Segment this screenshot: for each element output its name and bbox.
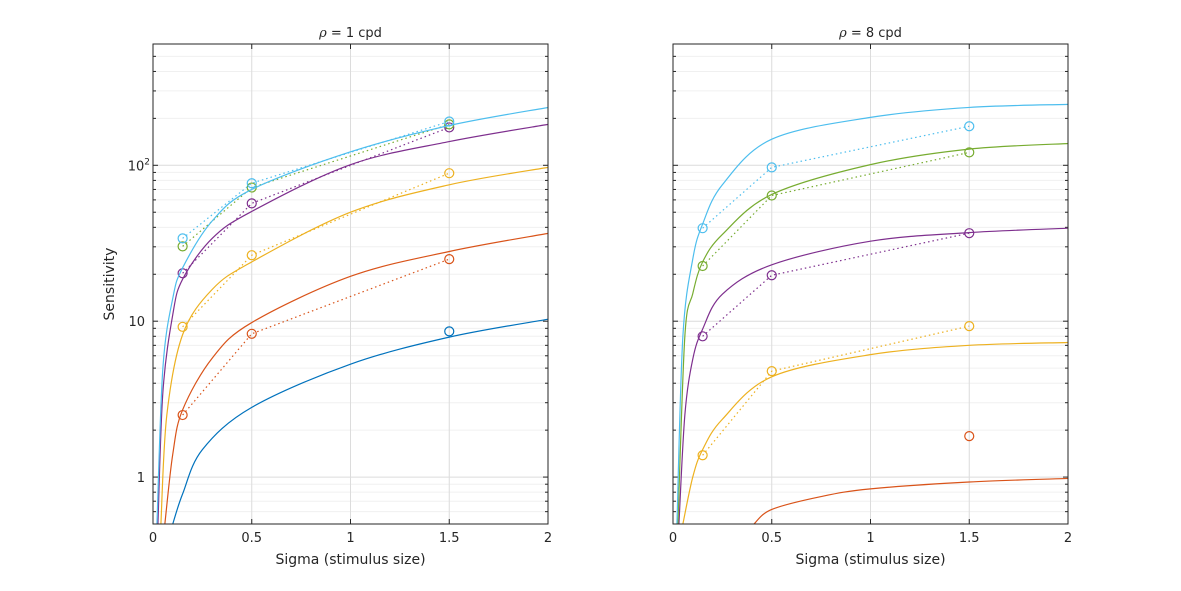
x-axis-label: Sigma (stimulus size) bbox=[795, 552, 945, 568]
fit-curve-yellow bbox=[682, 341, 1068, 524]
x-tick-label: 1 bbox=[866, 531, 874, 546]
data-point-green bbox=[964, 147, 975, 158]
data-point-cyan bbox=[246, 178, 257, 189]
data-point-green bbox=[766, 190, 777, 201]
fit-curve-blue bbox=[172, 318, 548, 524]
axes-box bbox=[152, 43, 549, 525]
data-line-yellow bbox=[182, 172, 450, 328]
title-text: = 8 cpd bbox=[847, 26, 902, 41]
data-point-purple bbox=[766, 270, 777, 281]
y-tick-base: 10 bbox=[128, 315, 145, 330]
y-axis-label: Sensitivity bbox=[102, 248, 118, 321]
title-symbol: ρ bbox=[318, 26, 327, 41]
y-tick-label: 10 bbox=[128, 315, 145, 330]
data-point-yellow bbox=[964, 321, 975, 332]
subplot-2: 0 0.5 1 1.5 2 ρ = 8 cpd Sigma (stimulus size) bbox=[669, 26, 1072, 568]
data-point-blue bbox=[444, 326, 455, 337]
x-tick-label: 2 bbox=[1064, 531, 1072, 546]
data-point-cyan bbox=[177, 233, 188, 244]
fit-curve-purple bbox=[157, 123, 548, 524]
data-point-yellow bbox=[697, 450, 708, 461]
fit-curve-red bbox=[164, 232, 548, 524]
data-point-cyan bbox=[766, 162, 777, 173]
data-point-yellow bbox=[177, 321, 188, 332]
data-point-green bbox=[177, 241, 188, 252]
x-tick-label: 0 bbox=[669, 531, 677, 546]
y-tick-label: 1 bbox=[137, 471, 145, 486]
data-line-green bbox=[702, 151, 970, 267]
x-tick-label: 0.5 bbox=[761, 531, 782, 546]
y-tick-label: 102 bbox=[128, 157, 150, 174]
x-tick-label: 1 bbox=[346, 531, 354, 546]
title-symbol: ρ bbox=[838, 26, 847, 41]
plot-area bbox=[156, 106, 548, 524]
data-point-cyan bbox=[964, 121, 975, 132]
x-tick-label: 1.5 bbox=[959, 531, 980, 546]
data-point-red bbox=[964, 431, 975, 442]
data-point-cyan bbox=[444, 116, 455, 127]
chart-title: ρ = 1 cpd bbox=[318, 26, 382, 41]
data-line-purple bbox=[182, 126, 450, 274]
x-tick-label: 2 bbox=[544, 531, 552, 546]
fit-curve-yellow bbox=[160, 166, 548, 524]
data-point-yellow bbox=[444, 168, 455, 179]
x-tick-label: 0.5 bbox=[241, 531, 262, 546]
data-point-red bbox=[177, 409, 188, 421]
data-point-yellow bbox=[766, 366, 777, 377]
data-point-purple bbox=[697, 331, 708, 342]
data-point-yellow bbox=[246, 250, 257, 261]
x-tick-label: 0 bbox=[149, 531, 157, 546]
plot-area bbox=[676, 103, 1068, 524]
fit-curve-cyan bbox=[676, 103, 1068, 524]
fit-curve-purple bbox=[678, 227, 1068, 524]
axes-box bbox=[672, 43, 1069, 525]
chart-title: ρ = 8 cpd bbox=[838, 26, 902, 41]
data-point-purple bbox=[444, 122, 455, 133]
fit-curve-green bbox=[677, 142, 1068, 524]
data-line-red bbox=[182, 258, 450, 416]
data-point-red bbox=[246, 328, 257, 339]
y-tick-exponent: 2 bbox=[144, 157, 150, 167]
data-point-green bbox=[697, 260, 708, 272]
data-point-purple bbox=[246, 198, 257, 209]
data-point-cyan bbox=[697, 223, 708, 234]
fit-curve-cyan bbox=[156, 106, 548, 524]
data-point-purple bbox=[964, 228, 975, 239]
x-axis-label: Sigma (stimulus size) bbox=[275, 552, 425, 568]
y-tick-base: 1 bbox=[137, 471, 145, 486]
data-line-cyan bbox=[702, 125, 970, 229]
data-line-cyan bbox=[182, 120, 450, 239]
x-tick-label: 1.5 bbox=[439, 531, 460, 546]
fit-curve-red bbox=[753, 477, 1068, 524]
data-line-yellow bbox=[702, 325, 970, 456]
title-text: = 1 cpd bbox=[327, 26, 382, 41]
data-point-red bbox=[444, 254, 455, 265]
y-tick-base: 10 bbox=[128, 159, 145, 174]
